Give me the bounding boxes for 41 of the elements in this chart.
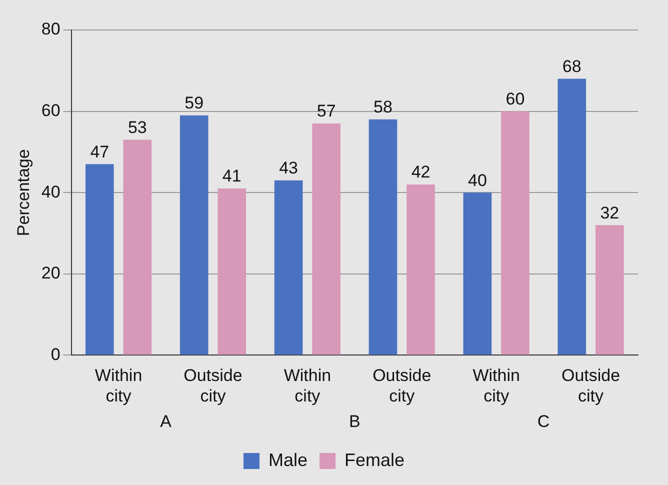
y-tick-label: 60: [41, 100, 60, 120]
bar: [406, 184, 435, 355]
text: A: [160, 412, 172, 432]
bar: [501, 111, 530, 355]
text: B: [348, 412, 360, 432]
data-label: 58: [374, 98, 392, 117]
data-label: 32: [600, 203, 620, 222]
data-label: 40: [468, 170, 487, 190]
bar: [123, 140, 152, 355]
text: C: [537, 412, 550, 432]
y-tick-label: 20: [41, 264, 60, 283]
x-tick-label: Within city: [472, 366, 520, 406]
data-label: 57: [316, 102, 336, 121]
data-label: 59: [184, 94, 204, 113]
data-label: 41: [222, 166, 242, 186]
legend-label: Female: [344, 450, 405, 470]
data-label: 42: [411, 162, 430, 182]
bar: [368, 119, 398, 355]
y-tick-label: 0: [50, 344, 60, 364]
y-axis-title: Percentage: [14, 149, 33, 236]
y-tick-label: 80: [41, 20, 60, 39]
data-label: 60: [506, 89, 525, 108]
bar: [312, 123, 340, 355]
data-label: 43: [279, 158, 298, 178]
bar: [85, 164, 114, 355]
data-label: 68: [562, 56, 582, 76]
bar: [218, 188, 246, 355]
bar: [558, 78, 586, 355]
x-tick-label: Outside city: [561, 366, 620, 406]
x-tick-label: Outside city: [372, 366, 432, 406]
data-label: 47: [90, 142, 110, 162]
bar: [596, 225, 624, 355]
x-tick-label: Within city: [94, 366, 142, 406]
bar: [274, 180, 303, 355]
legend-label: Male: [268, 450, 308, 470]
bar: [180, 115, 208, 355]
y-tick-label: 40: [41, 182, 60, 202]
bar: [463, 192, 492, 355]
data-label: 53: [128, 118, 147, 137]
x-tick-label: Within city: [284, 366, 332, 406]
x-tick-label: Outside city: [184, 366, 242, 406]
